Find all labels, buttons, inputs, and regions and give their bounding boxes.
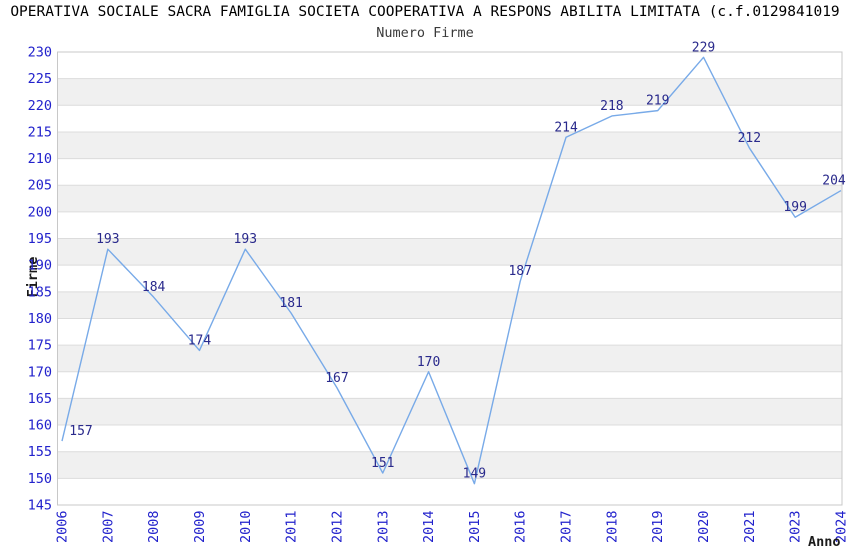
- point-label: 193: [96, 232, 119, 247]
- y-tick-label: 165: [28, 391, 52, 407]
- y-tick-label: 205: [28, 178, 52, 194]
- y-tick-label: 190: [28, 258, 52, 274]
- y-tick-label: 210: [28, 151, 52, 167]
- x-tick-label: 2009: [192, 510, 208, 543]
- point-label: 199: [783, 200, 806, 215]
- x-tick-label: 2023: [788, 510, 804, 543]
- chart-subtitle: Numero Firme: [376, 25, 474, 41]
- point-label: 218: [600, 99, 623, 114]
- x-tick-label: 2017: [559, 510, 575, 543]
- point-label: 184: [142, 280, 166, 295]
- x-tick-label: 2024: [834, 510, 850, 543]
- y-tick-label: 155: [28, 444, 52, 460]
- x-tick-label: 2014: [421, 510, 437, 543]
- y-tick-label: 175: [28, 338, 52, 354]
- plot-border: [57, 51, 843, 506]
- x-tick-label: 2007: [100, 510, 116, 543]
- x-tick-label: 2011: [284, 510, 300, 543]
- y-tick-label: 215: [28, 124, 52, 140]
- x-tick-label: 2012: [329, 510, 345, 543]
- point-label: 214: [554, 120, 578, 135]
- x-tick-label: 2013: [375, 510, 391, 543]
- plot-band: [57, 345, 842, 372]
- point-label: 181: [279, 296, 302, 311]
- point-label: 149: [463, 467, 486, 482]
- point-label: 204: [822, 174, 846, 189]
- x-tick-label: 2019: [650, 510, 666, 543]
- x-tick-label: 2015: [467, 510, 483, 543]
- y-tick-label: 225: [28, 71, 52, 87]
- plot-band: [57, 185, 842, 212]
- x-tick-label: 2016: [513, 510, 529, 543]
- y-tick-label: 180: [28, 311, 52, 327]
- point-label: 167: [325, 371, 348, 386]
- x-tick-label: 2018: [604, 510, 620, 543]
- y-tick-label: 145: [28, 498, 52, 514]
- x-axis-title: Anno: [808, 534, 841, 550]
- point-label: 212: [738, 131, 761, 146]
- y-tick-label: 185: [28, 284, 52, 300]
- chart-title: OPERATIVA SOCIALE SACRA FAMIGLIA SOCIETA…: [10, 4, 840, 20]
- y-tick-label: 230: [28, 45, 52, 61]
- plot-band: [57, 451, 842, 479]
- y-tick-label: 160: [28, 418, 52, 434]
- point-label: 170: [417, 355, 440, 370]
- point-label: 193: [234, 232, 257, 247]
- data-line: [61, 56, 842, 485]
- plot-band: [57, 398, 842, 426]
- plot-band: [57, 291, 842, 319]
- x-tick-label: 2020: [696, 510, 712, 543]
- y-tick-label: 200: [28, 204, 52, 220]
- point-label: 151: [371, 456, 394, 471]
- point-label: 157: [69, 424, 92, 439]
- plot-band: [57, 238, 842, 266]
- y-tick-label: 220: [28, 98, 52, 114]
- x-tick-label: 2008: [146, 510, 162, 543]
- plot-band: [57, 131, 842, 159]
- point-label: 174: [188, 333, 212, 348]
- point-label: 229: [692, 40, 715, 55]
- y-tick-label: 150: [28, 471, 52, 487]
- x-tick-label: 2021: [742, 510, 758, 543]
- plot-band: [57, 78, 842, 106]
- point-label: 187: [508, 264, 531, 279]
- point-label: 219: [646, 94, 669, 109]
- x-tick-label: 2010: [238, 510, 254, 543]
- x-tick-label: 2006: [55, 510, 71, 543]
- y-tick-label: 195: [28, 231, 52, 247]
- y-tick-label: 170: [28, 364, 52, 380]
